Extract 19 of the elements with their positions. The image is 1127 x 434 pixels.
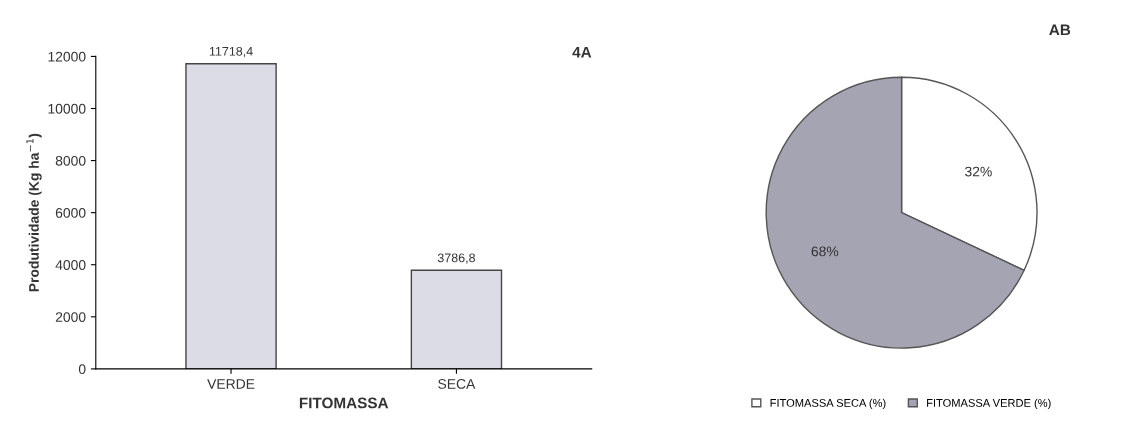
x-tick-label: VERDE	[207, 379, 255, 389]
y-tick-label: 6000	[55, 207, 86, 218]
chart-title: AB	[1049, 24, 1071, 36]
data-label: 68%	[811, 246, 839, 257]
y-tick-label: 4000	[55, 260, 86, 270]
chart-title: 4A	[572, 46, 592, 58]
y-axis-title: Produtividade (Kg ha$^{−1}$)	[26, 133, 42, 292]
y-tick-label: 0	[78, 364, 86, 375]
y-tick-label: 12000	[48, 51, 86, 62]
data-label: 32%	[965, 166, 992, 177]
data-label: 3786,8	[437, 253, 476, 264]
y-tick-label: 2000	[55, 312, 86, 322]
x-tick-label: SECA	[438, 378, 476, 389]
legend-label: FITOMASSA SECA (%)	[770, 398, 886, 410]
legend-label: FITOMASSA VERDE (%)	[927, 398, 1051, 410]
y-tick-label: 8000	[55, 155, 86, 166]
x-axis-title: FITOMASSA	[299, 397, 389, 409]
data-label: 11718,4	[209, 46, 253, 58]
y-tick-label: 10000	[48, 103, 86, 114]
